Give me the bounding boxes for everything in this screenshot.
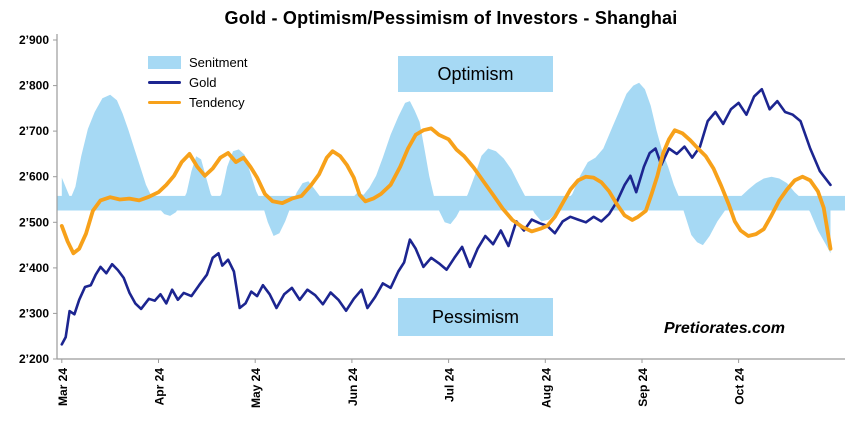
legend-label-gold: Gold bbox=[189, 74, 217, 90]
svg-text:2’400: 2’400 bbox=[19, 261, 49, 275]
svg-text:2’900: 2’900 bbox=[19, 33, 49, 47]
tendency-line-swatch-icon bbox=[148, 100, 181, 104]
chart-title: Gold - Optimism/Pessimism of Investors -… bbox=[224, 8, 678, 28]
legend-label-tendency: Tendency bbox=[189, 94, 245, 110]
svg-text:Apr 24: Apr 24 bbox=[153, 368, 167, 406]
svg-text:Jun 24: Jun 24 bbox=[346, 368, 360, 406]
svg-text:Oct 24: Oct 24 bbox=[733, 368, 747, 405]
svg-text:Jul 24: Jul 24 bbox=[443, 368, 457, 402]
svg-text:Mar 24: Mar 24 bbox=[56, 368, 70, 406]
legend-label-sentiment: Senitment bbox=[189, 54, 248, 70]
svg-text:2’300: 2’300 bbox=[19, 306, 49, 320]
svg-text:2’200: 2’200 bbox=[19, 352, 49, 366]
optimism-label-box: Optimism bbox=[398, 56, 553, 92]
svg-text:2’600: 2’600 bbox=[19, 170, 49, 184]
legend-item-tendency: Tendency bbox=[148, 92, 248, 112]
svg-text:Sep 24: Sep 24 bbox=[636, 368, 650, 407]
sentiment-area-swatch-icon bbox=[148, 55, 181, 69]
legend-item-sentiment: Senitment bbox=[148, 52, 248, 72]
pessimism-label-box: Pessimism bbox=[398, 298, 553, 336]
legend-item-gold: Gold bbox=[148, 72, 248, 92]
svg-text:2’800: 2’800 bbox=[19, 79, 49, 93]
svg-text:Aug 24: Aug 24 bbox=[539, 368, 553, 408]
svg-text:May 24: May 24 bbox=[249, 368, 263, 408]
watermark-pretiorates: Pretiorates.com bbox=[664, 320, 785, 337]
svg-text:2’500: 2’500 bbox=[19, 215, 49, 229]
gold-line-swatch-icon bbox=[148, 80, 181, 84]
svg-text:2’700: 2’700 bbox=[19, 124, 49, 138]
chart-legend: Senitment Gold Tendency bbox=[148, 52, 248, 112]
